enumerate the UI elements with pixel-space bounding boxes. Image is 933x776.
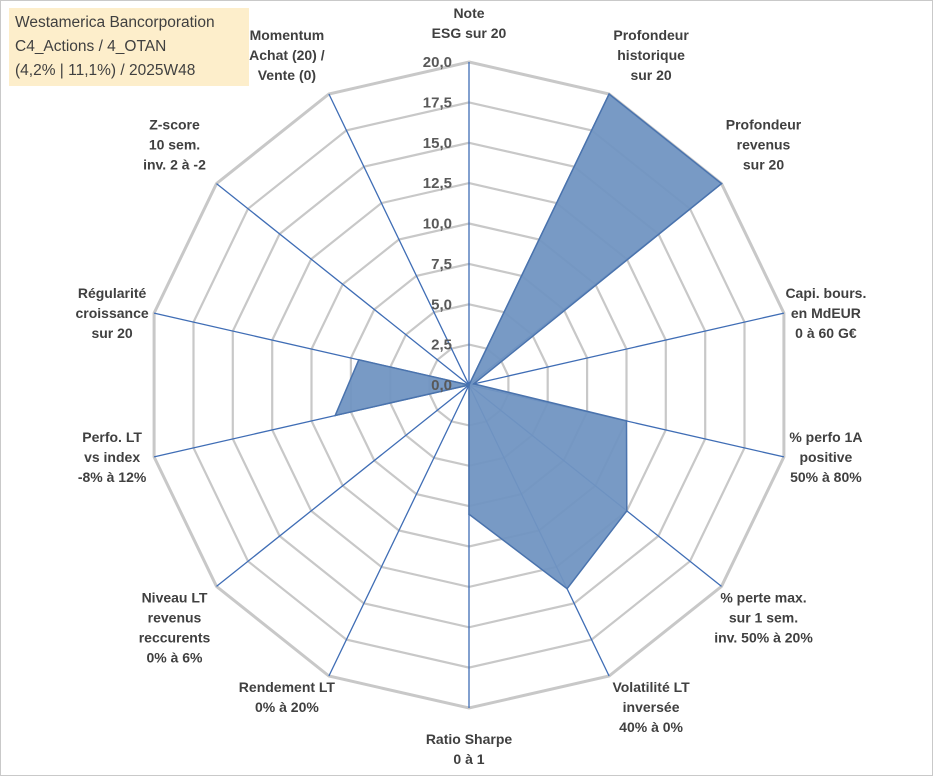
axis-label: Ratio Sharpe 0 à 1 [426, 731, 513, 767]
axis-label: Profondeur historique sur 20 [613, 27, 689, 83]
series-point [468, 513, 470, 515]
axis-label-line: Vente (0) [258, 67, 316, 83]
axis-label-line: sur 20 [630, 67, 671, 83]
axis-label-line: inversée [623, 699, 680, 715]
axis-labels: Note ESG sur 20 Profondeur historique sur 20… [76, 5, 867, 767]
axis-label-line: Momentum [250, 27, 325, 43]
axis-label-line: en MdEUR [791, 305, 861, 321]
axis-spoke [216, 183, 470, 386]
series-point [720, 182, 723, 185]
axis-label-line: Volatilité LT [612, 679, 690, 695]
title-stats: (4,2% | 11,1%) / 2025W48 [15, 62, 196, 79]
series-area [333, 92, 723, 590]
tick-label: 0,0 [431, 377, 452, 394]
axis-label-line: historique [617, 47, 685, 63]
axis-label: Volatilité LT inversée 40% à 0% [612, 679, 690, 735]
title-category: C4_Actions / 4_OTAN [15, 38, 167, 55]
axis-label-line: Profondeur [613, 27, 689, 43]
axis-label-line: 10 sem. [149, 137, 200, 153]
series-point [358, 359, 360, 361]
axis-label-line: positive [799, 449, 852, 465]
axis-label: Momentum Achat (20) / Vente (0) [249, 27, 325, 83]
series-point [625, 420, 628, 422]
tick-label: 20,0 [423, 54, 452, 71]
axis-label: Rendement LT 0% à 20% [239, 679, 336, 715]
axis-label: Niveau LT revenus reccurents 0% à 6% [139, 589, 211, 665]
axis-label-line: Achat (20) / [249, 47, 325, 63]
series-point [468, 384, 470, 386]
axis-label-line: sur 1 sem. [729, 609, 798, 625]
axis-label-line: Perfo. LT [82, 429, 142, 445]
series-point [566, 587, 568, 590]
tick-label: 5,0 [431, 296, 452, 313]
series-point [472, 383, 475, 385]
radar-series [333, 92, 723, 590]
axis-label-line: -8% à 12% [78, 469, 147, 485]
title-company: Westamerica Bancorporation [15, 14, 215, 31]
axis-label-line: vs index [84, 449, 140, 465]
axis-label-line: Z-score [149, 117, 200, 133]
axis-label-line: 0% à 20% [255, 699, 319, 715]
tick-label: 17,5 [423, 94, 452, 111]
axis-label-line: revenus [737, 137, 791, 153]
axis-label-line: 0 à 60 G€ [795, 325, 857, 341]
axis-label-line: % perte max. [720, 589, 806, 605]
chart-title-box: Westamerica Bancorporation C4_Actions / … [9, 8, 249, 86]
axis-label-line: % perfo 1A [789, 429, 862, 445]
axis-label: Profondeur revenus sur 20 [726, 117, 802, 173]
series-point [608, 93, 610, 95]
tick-label: 7,5 [431, 256, 452, 273]
axis-label: Capi. bours. en MdEUR 0 à 60 G€ [785, 285, 866, 341]
axis-label-line: Capi. bours. [785, 285, 866, 301]
series-point [626, 510, 628, 512]
axis-label: % perte max. sur 1 sem. inv. 50% à 20% [714, 589, 813, 645]
series-point [334, 414, 337, 417]
axis-label-line: Profondeur [726, 117, 802, 133]
axis-label: Z-score 10 sem. inv. 2 à -2 [143, 117, 206, 173]
axis-label: Perfo. LT vs index -8% à 12% [78, 429, 147, 485]
axis-label-line: Niveau LT [142, 589, 208, 605]
axis-spoke [216, 384, 470, 587]
axis-label-line: sur 20 [91, 325, 132, 341]
axis-label-line: 40% à 0% [619, 719, 683, 735]
axis-label-line: reccurents [139, 629, 211, 645]
tick-label: 15,0 [423, 135, 452, 152]
axis-label-line: sur 20 [743, 157, 784, 173]
tick-label: 12,5 [423, 175, 452, 192]
axis-label-line: revenus [148, 609, 202, 625]
axis-label-line: inv. 50% à 20% [714, 629, 813, 645]
axis-label-line: croissance [76, 305, 149, 321]
axis-spoke [468, 312, 785, 386]
axis-label-line: 0% à 6% [146, 649, 203, 665]
axis-label: Note ESG sur 20 [432, 5, 507, 41]
axis-label-line: Régularité [78, 285, 147, 301]
tick-label: 2,5 [431, 337, 452, 354]
axis-spoke [328, 384, 470, 677]
axis-label-line: inv. 2 à -2 [143, 157, 206, 173]
axis-label-line: Ratio Sharpe [426, 731, 513, 747]
axis-label-line: Rendement LT [239, 679, 336, 695]
axis-spoke [328, 93, 470, 386]
axis-label-line: Note [453, 5, 484, 21]
axis-label-line: ESG sur 20 [432, 25, 507, 41]
axis-label-line: 50% à 80% [790, 469, 862, 485]
radial-tick-labels: 0,0 2,5 5,0 7,5 10,0 12,5 15,0 17,5 20,0 [423, 54, 452, 394]
axis-label-line: 0 à 1 [453, 751, 484, 767]
axis-label: % perfo 1A positive 50% à 80% [789, 429, 862, 485]
axis-label: Régularité croissance sur 20 [76, 285, 149, 341]
tick-label: 10,0 [423, 216, 452, 233]
